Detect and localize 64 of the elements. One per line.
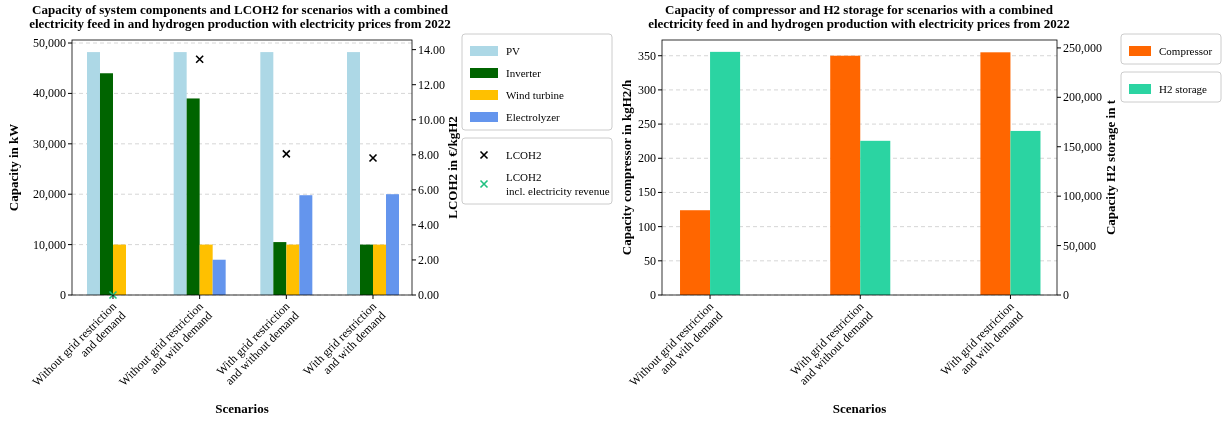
bar xyxy=(299,195,313,295)
y2-axis-title: Capacity H2 storage in t xyxy=(1103,99,1118,236)
bar xyxy=(186,98,200,295)
point xyxy=(282,149,291,159)
y-tick-label: 100 xyxy=(638,219,656,234)
y-tick-label: 10,000 xyxy=(33,237,66,252)
bar xyxy=(199,244,213,295)
y2-tick-label: 150,000 xyxy=(1063,139,1102,154)
legend-label: Electrolyzer xyxy=(506,111,561,123)
y-axis-title: Capacity in kW xyxy=(6,123,21,212)
bar xyxy=(273,242,287,295)
bar xyxy=(710,51,741,295)
point xyxy=(108,290,118,300)
bar xyxy=(99,73,113,295)
y2-tick-label: 2.00 xyxy=(418,252,439,267)
point xyxy=(195,54,204,64)
y-axis-title: Capacity compressor in kgH2/h xyxy=(619,79,634,256)
bar xyxy=(260,52,274,295)
y2-tick-label: 50,000 xyxy=(1063,238,1096,253)
y-tick-label: 40,000 xyxy=(33,86,66,101)
bar xyxy=(86,52,100,295)
legend-label: Compressor xyxy=(1159,45,1213,57)
y2-tick-label: 6.00 xyxy=(418,182,439,197)
y2-tick-label: 4.00 xyxy=(418,217,439,232)
y-tick-label: 150 xyxy=(638,185,656,200)
x-axis-title: Scenarios xyxy=(215,401,269,416)
bar xyxy=(173,52,187,295)
legend-label: Inverter xyxy=(506,67,542,79)
y2-tick-label: 100,000 xyxy=(1063,189,1102,204)
y2-axis-title: LCOH2 in €/kgH2 xyxy=(445,116,460,219)
y2-tick-label: 200,000 xyxy=(1063,90,1102,105)
chart-title: Capacity of system components and LCOH2 for scenarios with a combined electricity feed in and hydrogen production with electricity prices from 2022 xyxy=(29,2,451,31)
y-tick-label: 0 xyxy=(60,288,66,302)
y2-tick-label: 0.00 xyxy=(418,288,439,302)
legend-label: LCOH2 incl. electricity revenue xyxy=(506,171,610,197)
y2-tick-label: 0 xyxy=(1063,288,1069,302)
y2-tick-label: 250,000 xyxy=(1063,40,1102,55)
chart-title: Capacity of compressor and H2 storage for scenarios with a combined electricity feed in and hydrogen production with electricity prices from 2022 xyxy=(648,2,1070,31)
bar xyxy=(286,244,300,295)
x-axis-title: Scenarios xyxy=(832,401,887,416)
bar xyxy=(360,244,373,295)
y-tick-label: 50,000 xyxy=(33,36,66,51)
legend-label: PV xyxy=(506,45,521,57)
y-tick-label: 30,000 xyxy=(33,136,66,151)
legend-label: Wind turbine xyxy=(506,89,565,101)
point xyxy=(368,153,378,163)
y-tick-label: 200 xyxy=(638,151,656,166)
y-tick-label: 250 xyxy=(638,117,656,132)
y2-tick-label: 12.00 xyxy=(418,77,445,92)
legend-label: LCOH2 xyxy=(506,149,542,161)
bar xyxy=(212,259,226,295)
y2-tick-label: 14.00 xyxy=(418,42,445,57)
bar xyxy=(112,244,126,295)
bar xyxy=(347,52,360,295)
y-tick-label: 50 xyxy=(644,253,656,268)
y-tick-label: 20,000 xyxy=(33,187,66,202)
y-tick-label: 350 xyxy=(638,48,656,63)
bar xyxy=(386,194,399,295)
y-tick-label: 300 xyxy=(638,82,656,97)
y2-tick-label: 10.00 xyxy=(418,112,445,127)
y-tick-label: 0 xyxy=(650,288,656,302)
bar xyxy=(373,244,386,295)
y2-tick-label: 8.00 xyxy=(418,147,439,162)
legend-label: H2 storage xyxy=(1159,83,1208,95)
